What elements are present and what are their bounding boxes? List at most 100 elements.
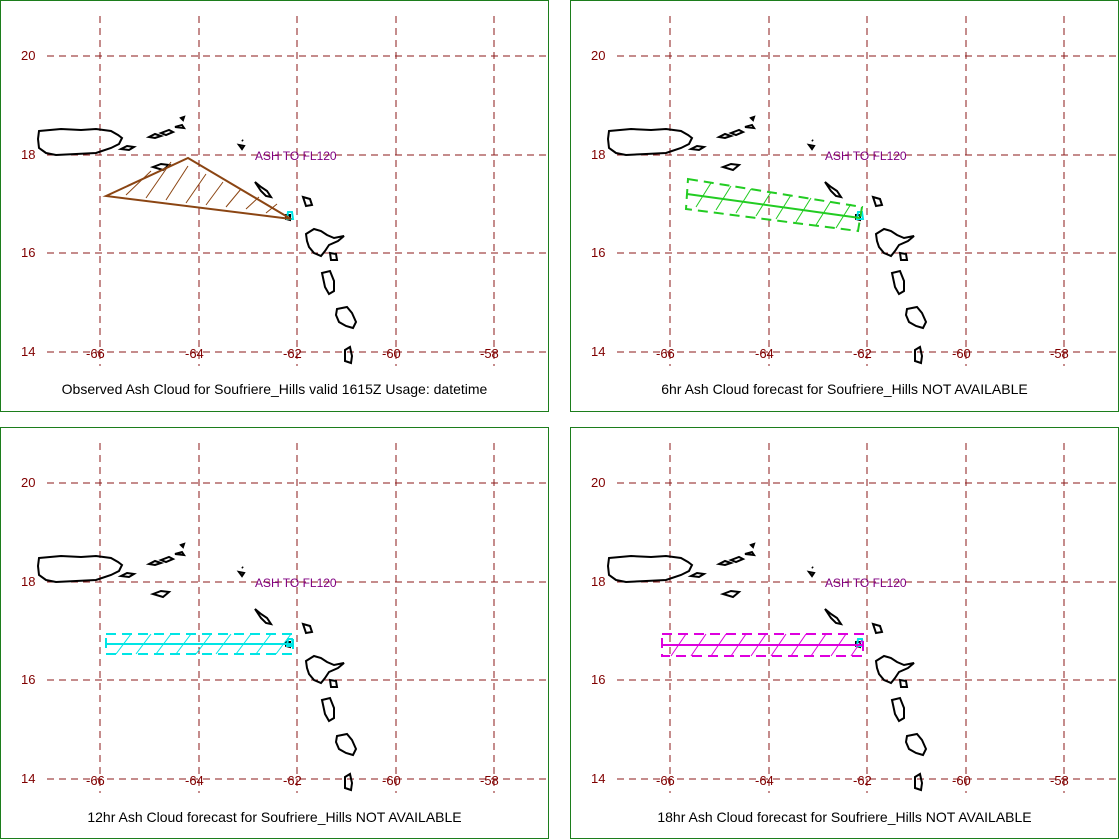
culebra-vieques-coast (687, 115, 757, 152)
ash-cloud-hatch (695, 182, 852, 229)
anguilla-coast (806, 566, 816, 578)
lat-label: 18 (21, 147, 35, 162)
anguilla-coast (236, 566, 246, 578)
map-fc6: 20 18 16 14 -66 -64 -62 -60 -58 ASH TO (591, 16, 1117, 366)
map-fc18: 20 18 16 14 -66 -64 -62 -60 -58 ASH TO (591, 443, 1117, 793)
martinique-coast (904, 732, 928, 757)
dominica-coast (320, 696, 335, 723)
lon-label: -60 (952, 773, 971, 788)
panel-caption: 18hr Ash Cloud forecast for Soufriere_Hi… (657, 809, 1032, 825)
islet-coast (719, 589, 742, 599)
dominica-coast (890, 269, 905, 296)
lat-label: 18 (21, 574, 35, 589)
coastlines (36, 542, 358, 792)
ash-cloud-polygon (102, 156, 292, 220)
latitude-labels: 20 18 16 14 (591, 475, 605, 786)
antigua-coast (301, 195, 314, 208)
ash-cloud-hatch (670, 633, 863, 657)
puerto-rico-coast (36, 554, 124, 584)
lon-label: -58 (480, 773, 499, 788)
lon-label: -62 (853, 773, 872, 788)
ash-cloud-hatch (125, 161, 278, 214)
panel-fc18: 20 18 16 14 -66 -64 -62 -60 -58 ASH TO (570, 427, 1119, 839)
ash-cloud-axis (686, 193, 861, 219)
lon-label: -66 (86, 346, 105, 361)
culebra-vieques-coast (117, 115, 187, 152)
map-observed: 20 18 16 14 -66 -64 -62 -60 -58 ASH TO (21, 16, 547, 366)
lon-label: -66 (86, 773, 105, 788)
ash-cloud (105, 633, 294, 655)
puerto-rico-coast (606, 554, 694, 584)
lat-label: 14 (591, 771, 605, 786)
marie-galante-coast (898, 678, 909, 688)
coastlines (36, 115, 358, 365)
lon-label: -64 (185, 773, 204, 788)
lat-label: 20 (21, 475, 35, 490)
grid-lines (617, 16, 1117, 366)
grid-lines (47, 443, 547, 793)
latitude-labels: 20 18 16 14 (591, 48, 605, 359)
dominica-coast (320, 269, 335, 296)
ash-cloud-hatch (115, 633, 292, 655)
guadeloupe-coast (304, 654, 345, 685)
martinique-coast (904, 305, 928, 330)
advisory-label: ASH TO FL120 (825, 149, 907, 163)
latitude-labels: 20 18 16 14 (21, 475, 35, 786)
martinique-coast (334, 305, 358, 330)
islet-coast (719, 162, 742, 172)
lon-label: -58 (1050, 346, 1069, 361)
lat-label: 16 (21, 245, 35, 260)
st-kitts-coast (824, 608, 844, 626)
st-lucia-coast (344, 345, 354, 365)
lon-label: -62 (283, 773, 302, 788)
culebra-vieques-coast (117, 542, 187, 579)
antigua-coast (871, 195, 884, 208)
lat-label: 14 (591, 344, 605, 359)
lon-label: -58 (480, 346, 499, 361)
panel-caption: 12hr Ash Cloud forecast for Soufriere_Hi… (87, 809, 462, 825)
islet-coast (149, 589, 172, 599)
panel-fc6: 20 18 16 14 -66 -64 -62 -60 -58 ASH TO (570, 0, 1119, 412)
lon-label: -62 (283, 346, 302, 361)
lon-label: -58 (1050, 773, 1069, 788)
dominica-coast (890, 696, 905, 723)
guadeloupe-coast (874, 654, 915, 685)
coastlines (606, 115, 928, 365)
marie-galante-coast (898, 251, 909, 261)
grid-lines (617, 443, 1117, 793)
lon-label: -62 (853, 346, 872, 361)
st-lucia-coast (914, 772, 924, 792)
lat-label: 20 (21, 48, 35, 63)
longitude-labels: -66 -64 -62 -60 -58 (86, 773, 499, 788)
st-kitts-coast (254, 608, 274, 626)
lat-label: 18 (591, 147, 605, 162)
lon-label: -66 (656, 773, 675, 788)
st-kitts-coast (254, 181, 274, 199)
lon-label: -60 (382, 773, 401, 788)
st-lucia-coast (344, 772, 354, 792)
marie-galante-coast (328, 251, 339, 261)
lat-label: 20 (591, 48, 605, 63)
lon-label: -66 (656, 346, 675, 361)
panel-caption: 6hr Ash Cloud forecast for Soufriere_Hil… (661, 381, 1028, 397)
st-lucia-coast (914, 345, 924, 365)
ash-cloud-polygon (684, 177, 864, 233)
advisory-label: ASH TO FL120 (825, 576, 907, 590)
map-fc12: 20 18 16 14 -66 -64 -62 -60 -58 ASH TO (21, 443, 547, 793)
panel-fc12: 20 18 16 14 -66 -64 -62 -60 -58 ASH TO (0, 427, 549, 839)
panel-observed: 20 18 16 14 -66 -64 -62 -60 -58 ASH TO (0, 0, 549, 412)
guadeloupe-coast (304, 227, 345, 258)
lon-label: -60 (952, 346, 971, 361)
longitude-labels: -66 -64 -62 -60 -58 (656, 346, 1069, 361)
ash-cloud (102, 156, 292, 220)
grid-lines (47, 16, 547, 366)
lat-label: 16 (21, 672, 35, 687)
lon-label: -60 (382, 346, 401, 361)
longitude-labels: -66 -64 -62 -60 -58 (656, 773, 1069, 788)
longitude-labels: -66 -64 -62 -60 -58 (86, 346, 499, 361)
panel-caption: Observed Ash Cloud for Soufriere_Hills v… (61, 381, 488, 397)
puerto-rico-coast (36, 127, 124, 157)
martinique-coast (334, 732, 358, 757)
ash-cloud (684, 177, 864, 233)
advisory-label: ASH TO FL120 (255, 576, 337, 590)
